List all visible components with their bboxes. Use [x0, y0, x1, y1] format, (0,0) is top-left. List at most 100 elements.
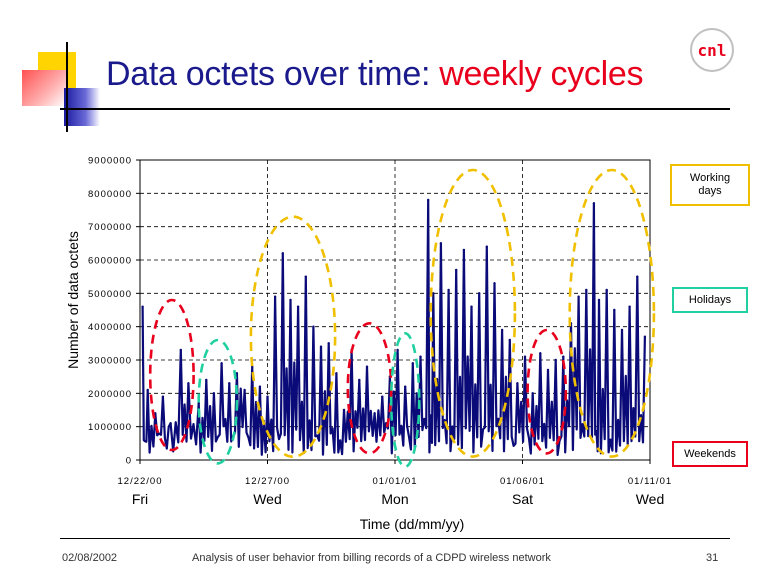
data-point: [281, 252, 284, 255]
annotation-holidays-ellipse: [197, 338, 239, 465]
data-point: [197, 402, 200, 405]
data-point: [373, 412, 376, 415]
data-point: [289, 298, 292, 302]
data-point: [179, 348, 182, 352]
legend-holidays-label: Holidays: [688, 293, 732, 306]
y-tick-label: 2000000: [88, 389, 132, 400]
data-point: [396, 348, 399, 352]
annotation-holidays-ellipse: [389, 331, 421, 468]
data-point: [577, 295, 580, 298]
data-point: [592, 202, 596, 205]
data-point: [439, 242, 443, 245]
data-point: [605, 288, 608, 292]
slide-title: Data octets over time: weekly cycles: [106, 54, 643, 94]
title-accent: weekly cycles: [439, 55, 644, 93]
data-point: [455, 268, 458, 272]
data-point: [319, 345, 323, 348]
data-point: [266, 395, 269, 398]
data-point: [169, 422, 172, 425]
y-tick-label: 1000000: [88, 422, 132, 433]
annotation-working-ellipse: [429, 168, 517, 458]
decor-vertical-line: [66, 42, 68, 132]
y-tick-label: 9000000: [88, 156, 132, 167]
title-main: Data octets over time:: [106, 55, 440, 93]
data-point: [516, 382, 519, 385]
data-point: [562, 355, 565, 358]
series-line: [141, 198, 646, 457]
footer-date: 02/08/2002: [62, 552, 118, 564]
y-axis-label: Number of data octets: [65, 231, 81, 369]
data-point: [342, 408, 346, 412]
data-series: [141, 198, 647, 457]
legend-working-label: Working days: [689, 172, 731, 197]
data-point: [585, 288, 588, 292]
footer-caption: Analysis of user behavior from billing r…: [192, 552, 551, 564]
data-point: [141, 305, 144, 308]
data-point: [628, 305, 631, 308]
y-tick-label: 7000000: [88, 222, 132, 233]
annotation-weekends-ellipse: [526, 328, 568, 455]
data-point: [613, 308, 616, 312]
data-point: [470, 305, 473, 308]
data-point: [154, 412, 157, 415]
annotation-weekends-ellipse: [346, 321, 393, 455]
logo-text: cnl: [698, 41, 727, 60]
annotation-weekends-ellipse: [148, 298, 195, 452]
legend-weekends: Weekends: [672, 441, 748, 467]
data-point: [335, 372, 338, 375]
data-point: [187, 382, 190, 385]
data-point: [447, 288, 450, 292]
data-point: [296, 305, 300, 308]
data-point: [312, 325, 315, 328]
annotation-working-ellipse: [249, 215, 337, 459]
x-tick-day-label: Wed: [636, 491, 665, 507]
data-point: [205, 378, 208, 382]
data-point: [258, 385, 262, 388]
data-point: [411, 362, 414, 365]
y-tick-label: 4000000: [88, 322, 132, 333]
data-point: [432, 292, 435, 295]
data-point: [500, 328, 504, 332]
data-point: [546, 368, 550, 372]
y-tick-label: 0: [126, 456, 132, 467]
x-tick-day-label: Mon: [381, 491, 408, 507]
decor-blue-square: [64, 88, 100, 126]
data-point: [235, 372, 239, 375]
data-point: [212, 392, 216, 395]
data-point: [358, 378, 361, 382]
data-point: [493, 282, 496, 285]
data-point: [220, 362, 223, 365]
x-tick-day-label: Wed: [253, 491, 282, 507]
data-point: [485, 245, 488, 248]
data-point: [404, 385, 407, 388]
data-point: [273, 295, 277, 298]
data-point: [462, 248, 466, 252]
data-point: [419, 355, 422, 358]
legend-holidays: Holidays: [672, 287, 748, 313]
legend-weekends-label: Weekends: [684, 447, 736, 460]
data-point: [161, 395, 165, 398]
data-point: [508, 338, 511, 342]
data-point: [243, 388, 246, 392]
data-point: [636, 275, 639, 278]
x-axis-label: Time (dd/mm/yy): [360, 516, 464, 532]
data-point: [327, 342, 330, 345]
data-point: [554, 358, 557, 362]
x-tick-day-label: Sat: [512, 491, 533, 507]
x-tick-label: 12/27/00: [245, 476, 290, 487]
data-point: [381, 395, 384, 398]
data-point: [597, 298, 601, 302]
legend-working-days: Working days: [670, 164, 750, 206]
data-point: [146, 388, 149, 392]
cnl-logo: cnl: [690, 28, 734, 72]
footer-rule: [60, 538, 730, 539]
y-axis: 0 1000000 2000000 3000000 4000000 5000000 6000…: [88, 156, 140, 467]
data-point: [523, 355, 527, 358]
data-point: [228, 382, 231, 385]
y-tick-label: 5000000: [88, 289, 132, 300]
data-point: [643, 335, 647, 338]
x-tick-label: 01/01/01: [373, 476, 418, 487]
y-tick-label: 3000000: [88, 356, 132, 367]
data-point: [620, 328, 624, 332]
